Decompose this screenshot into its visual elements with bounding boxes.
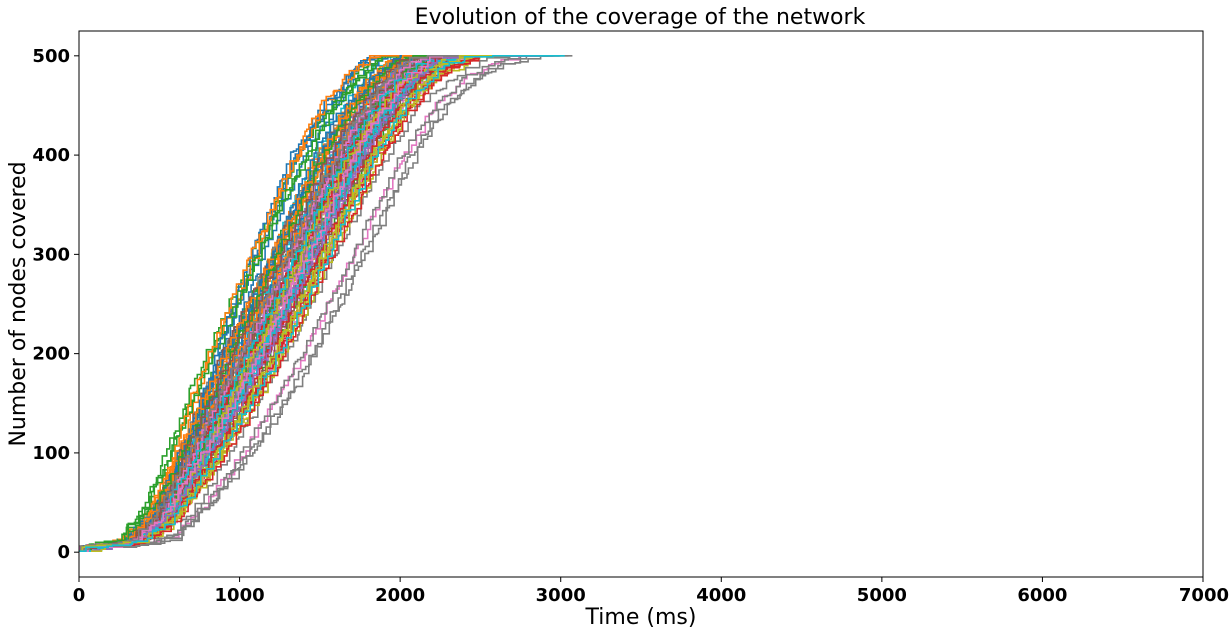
y-tick-label: 200: [32, 344, 70, 365]
series-line: [79, 55, 486, 552]
series-line: [79, 55, 506, 552]
plot-frame: [78, 30, 1204, 578]
y-tick-label: 100: [32, 443, 70, 464]
series-line: [79, 55, 544, 552]
x-axis: 0 1000 2000 3000 4000 5000 6000 7000: [73, 577, 1229, 606]
series-line: [79, 55, 560, 552]
series-line: [79, 55, 543, 552]
x-tick-label: 5000: [857, 585, 907, 606]
y-tick-label: 500: [32, 46, 70, 67]
y-tick-label: 400: [32, 145, 70, 166]
x-tick-label: 4000: [696, 585, 746, 606]
series-line: [79, 55, 565, 552]
x-tick-label: 2000: [375, 585, 425, 606]
series-line: [79, 55, 511, 552]
series-line: [79, 55, 550, 552]
series-line: [79, 55, 503, 552]
series-line: [79, 55, 561, 552]
y-axis-label: Number of nodes covered: [6, 161, 31, 446]
x-tick-label: 1000: [215, 585, 265, 606]
x-tick-label: 6000: [1017, 585, 1067, 606]
series-line: [79, 55, 506, 552]
series-layer: [79, 55, 573, 552]
x-axis-label: Time (ms): [585, 605, 697, 630]
series-line: [79, 55, 493, 552]
x-tick-label: 0: [73, 585, 86, 606]
chart-title: Evolution of the coverage of the network: [415, 5, 866, 30]
x-tick-label: 3000: [536, 585, 586, 606]
series-line: [79, 55, 573, 552]
series-line: [79, 55, 540, 552]
y-tick-label: 0: [57, 542, 70, 563]
x-tick-label: 7000: [1179, 585, 1229, 606]
y-tick-label: 300: [32, 244, 70, 265]
y-axis: 0 100 200 300 400 500: [32, 46, 79, 563]
series-line: [79, 55, 512, 552]
series-line: [79, 55, 569, 552]
